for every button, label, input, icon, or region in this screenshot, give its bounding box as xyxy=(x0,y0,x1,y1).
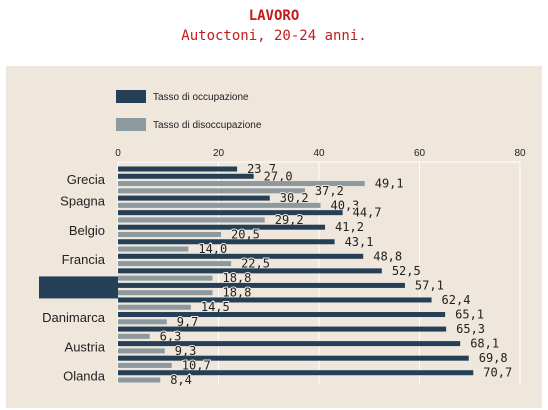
data-label: 9,7 xyxy=(177,315,199,329)
data-label: 52,5 xyxy=(392,264,421,278)
bar-disoccupazione xyxy=(118,217,265,223)
legend-swatch xyxy=(116,118,146,131)
chart-title: LAVORO xyxy=(248,8,300,24)
bar-occupazione xyxy=(118,224,326,230)
data-label: 40,3 xyxy=(331,198,360,212)
bar-occupazione xyxy=(118,166,238,172)
x-tick-label: 0 xyxy=(115,148,121,159)
data-label: 48,8 xyxy=(373,249,402,263)
bar-occupazione xyxy=(118,253,364,259)
data-label: 41,2 xyxy=(335,220,364,234)
data-label: 65,3 xyxy=(456,322,485,336)
bar-occupazione xyxy=(118,341,461,347)
category-label: Grecia xyxy=(67,172,106,187)
plot-background xyxy=(6,66,542,408)
data-label: 68,1 xyxy=(470,337,499,351)
bar-disoccupazione xyxy=(118,231,222,237)
category-label: Spagna xyxy=(60,194,106,209)
bar-disoccupazione xyxy=(118,304,191,310)
bar-disoccupazione xyxy=(118,188,305,194)
data-label: 43,1 xyxy=(345,235,374,249)
category-label: Austria xyxy=(65,339,106,354)
bar-occupazione xyxy=(118,370,474,376)
data-label: 14,0 xyxy=(198,242,227,256)
bar-occupazione xyxy=(118,297,432,303)
bar-occupazione xyxy=(118,326,447,332)
data-label: 18,8 xyxy=(222,271,251,285)
bar-disoccupazione xyxy=(118,377,161,383)
data-label: 49,1 xyxy=(375,177,404,191)
data-label: 27,0 xyxy=(264,169,293,183)
data-label: 9,3 xyxy=(175,344,197,358)
bar-disoccupazione xyxy=(118,319,167,325)
bar-occupazione xyxy=(118,173,254,179)
bar-disoccupazione xyxy=(118,348,165,354)
bar-occupazione xyxy=(118,268,382,274)
data-label: 62,4 xyxy=(442,293,471,307)
bar-occupazione xyxy=(118,210,343,216)
bar-chart: 0 20 40 60 80 Tasso di occupazione Tasso di di… xyxy=(6,66,542,408)
category-label: Danimarca xyxy=(42,310,106,325)
bar-occupazione xyxy=(118,239,335,245)
data-label: 14,5 xyxy=(201,300,230,314)
category-label: Olanda xyxy=(63,368,106,383)
data-label: 20,5 xyxy=(231,227,260,241)
data-label: 57,1 xyxy=(415,278,444,292)
data-label: 69,8 xyxy=(479,351,508,365)
data-label: 23,7 xyxy=(247,162,276,176)
bar-disoccupazione xyxy=(118,275,213,281)
bar-occupazione xyxy=(118,282,405,288)
data-label: 10,7 xyxy=(182,358,211,372)
chart-subtitle: Autoctoni, 20-24 anni. xyxy=(181,28,367,44)
category-label: Belgio xyxy=(69,223,105,238)
bar-disoccupazione xyxy=(118,202,321,208)
highlight-band xyxy=(39,276,118,299)
category-label: Francia xyxy=(62,252,106,267)
legend-swatch xyxy=(116,90,146,103)
bar-disoccupazione xyxy=(118,362,172,368)
bar-occupazione xyxy=(118,195,270,201)
bar-disoccupazione xyxy=(118,181,365,187)
bar-disoccupazione xyxy=(118,333,150,339)
data-label: 29,2 xyxy=(275,213,304,227)
x-tick-label: 20 xyxy=(213,148,225,159)
bar-occupazione xyxy=(118,355,469,361)
data-label: 65,1 xyxy=(455,308,484,322)
data-label: 30,2 xyxy=(280,191,309,205)
data-label: 6,3 xyxy=(160,329,182,343)
data-label: 8,4 xyxy=(170,373,192,387)
bar-disoccupazione xyxy=(118,290,213,296)
bar-occupazione xyxy=(118,312,446,318)
data-label: 22,5 xyxy=(241,257,270,271)
x-tick-label: 80 xyxy=(514,148,526,159)
x-tick-label: 40 xyxy=(313,148,325,159)
bar-disoccupazione xyxy=(118,246,189,252)
data-label: 37,2 xyxy=(315,184,344,198)
data-label: 18,8 xyxy=(222,286,251,300)
x-tick-label: 60 xyxy=(414,148,426,159)
legend-label: Tasso di occupazione xyxy=(153,92,249,103)
bar-disoccupazione xyxy=(118,261,232,267)
data-label: 44,7 xyxy=(353,206,382,220)
data-label: 70,7 xyxy=(483,366,512,380)
legend-label: Tasso di disoccupazione xyxy=(153,120,262,131)
